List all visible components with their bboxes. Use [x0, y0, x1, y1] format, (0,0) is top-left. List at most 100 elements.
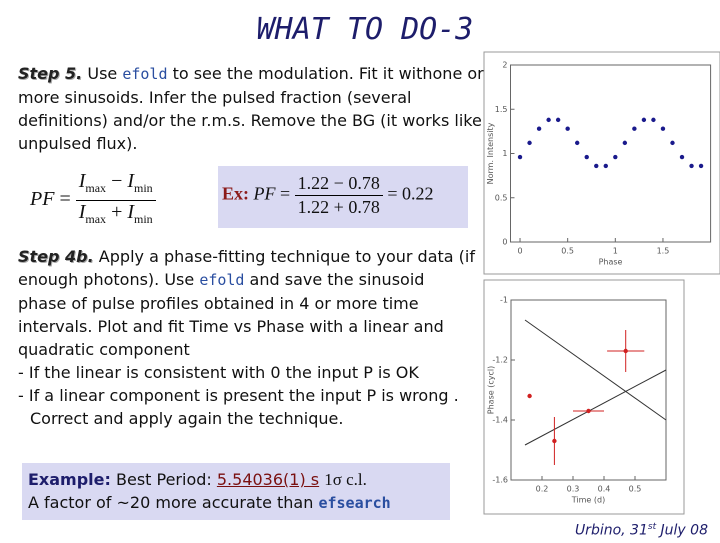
- footer: Urbino, 31st July 08: [575, 516, 708, 543]
- operator: −: [111, 170, 123, 192]
- point: [565, 126, 570, 131]
- point: [660, 126, 666, 131]
- example-box: [218, 166, 468, 228]
- x-tick-label: 0.5: [629, 485, 642, 494]
- plot-frame: [483, 279, 685, 515]
- point: [623, 348, 628, 354]
- x-tick-label: 0.4: [598, 485, 611, 494]
- operator: =: [280, 183, 291, 204]
- step-label: Step 5.: [18, 64, 83, 83]
- point: [586, 408, 591, 414]
- point: [575, 140, 580, 146]
- x-axis-label: Time (d): [571, 496, 605, 505]
- confidence: 1σ c.l.: [324, 470, 367, 489]
- footer-sup: st: [647, 522, 657, 532]
- numerator: 1.22 − 0.78: [294, 172, 383, 196]
- var: I: [127, 170, 135, 192]
- numerator: Imax − Imin: [75, 170, 156, 201]
- point: [546, 117, 551, 123]
- operator: =: [387, 183, 398, 204]
- text: Best Period:: [110, 470, 217, 489]
- formula: PF = Imax − Imin Imax + Imin: [30, 170, 156, 231]
- item: - If the linear is consistent with 0 the…: [18, 363, 419, 382]
- x-tick-label: 0: [517, 247, 522, 256]
- operator: +: [111, 201, 123, 223]
- y-axis-label: Norm. Intensity: [486, 122, 495, 184]
- fraction: Imax − Imin Imax + Imin: [75, 170, 156, 231]
- axes: [510, 299, 667, 481]
- point: [670, 140, 675, 146]
- result-box: [22, 463, 450, 520]
- y-tick-label: -1.2: [492, 356, 508, 365]
- var: I: [127, 201, 135, 223]
- number: 0.78: [348, 173, 380, 193]
- point: [641, 117, 647, 123]
- title: WHAT TO DO-3: [256, 12, 474, 47]
- point: [622, 140, 628, 146]
- denominator: Imax + Imin: [79, 201, 153, 231]
- point: [603, 163, 608, 169]
- point: [527, 140, 532, 146]
- point: [584, 154, 589, 160]
- point: [698, 163, 704, 169]
- y-tick-label: -1: [500, 296, 508, 305]
- point: [555, 117, 561, 123]
- number: 1.22: [297, 197, 330, 217]
- command: efold: [199, 271, 245, 289]
- formula-lhs: PF: [30, 188, 55, 211]
- x-tick-label: 0.3: [567, 485, 580, 494]
- text: A factor of ~20 more accurate than: [28, 493, 319, 512]
- point: [651, 117, 656, 123]
- x-axis-label: Phase: [599, 258, 623, 267]
- ex-label: Ex:: [222, 183, 249, 204]
- operator: +: [333, 197, 344, 217]
- x-tick-label: 1.5: [657, 247, 670, 256]
- step5: Step 5. Use efold to see the modulation.…: [18, 62, 488, 155]
- result-label: Example:: [28, 470, 111, 489]
- text: Apply a phase-fitting technique to your …: [18, 247, 475, 289]
- formula-lhs: PF: [253, 183, 276, 204]
- y-tick-label: 1.5: [495, 105, 508, 114]
- step-label: Step 4b.: [18, 247, 94, 266]
- text: Use: [82, 64, 123, 83]
- point: [679, 154, 685, 160]
- result: Example: Best Period: 5.54036(1) s 1σ c.…: [28, 468, 391, 515]
- var: I: [78, 170, 86, 192]
- y-tick-label: -1.4: [492, 416, 508, 425]
- y-tick-label: 2: [502, 61, 507, 70]
- point: [689, 163, 694, 169]
- plot-frame: [483, 51, 720, 275]
- fit-line: [524, 369, 667, 446]
- number: 0.22: [401, 183, 434, 204]
- footer-text: Urbino, 31: [574, 522, 648, 539]
- fraction: 1.22 − 0.78 1.22 + 0.78: [294, 172, 383, 219]
- command: efold: [122, 65, 168, 83]
- sub: min: [134, 212, 153, 226]
- point: [594, 163, 599, 169]
- period: 5.54036(1) s: [216, 470, 320, 489]
- y-tick-label: 1: [502, 149, 507, 158]
- denominator: 1.22 + 0.78: [298, 196, 380, 219]
- var: I: [78, 201, 86, 223]
- y-tick-label: 0: [502, 238, 507, 247]
- footer-text: July 08: [656, 522, 708, 539]
- x-tick-label: 0.2: [536, 485, 549, 494]
- command: efsearch: [318, 494, 391, 512]
- y-tick-label: -1.6: [492, 476, 508, 485]
- number: 1.22: [297, 173, 330, 193]
- operator: =: [59, 188, 71, 211]
- point: [552, 438, 557, 444]
- fit-line: [524, 319, 667, 421]
- point: [613, 154, 618, 160]
- x-tick-label: 1: [613, 247, 618, 256]
- example-formula: Ex: PF = 1.22 − 0.78 1.22 + 0.78 = 0.22: [222, 172, 433, 219]
- sub: max: [85, 181, 107, 195]
- point: [517, 154, 523, 160]
- sub: min: [134, 181, 153, 195]
- operator: −: [333, 173, 344, 193]
- point: [527, 393, 532, 399]
- sub: max: [85, 212, 107, 226]
- point: [632, 126, 637, 131]
- x-tick-label: 0.5: [561, 247, 574, 256]
